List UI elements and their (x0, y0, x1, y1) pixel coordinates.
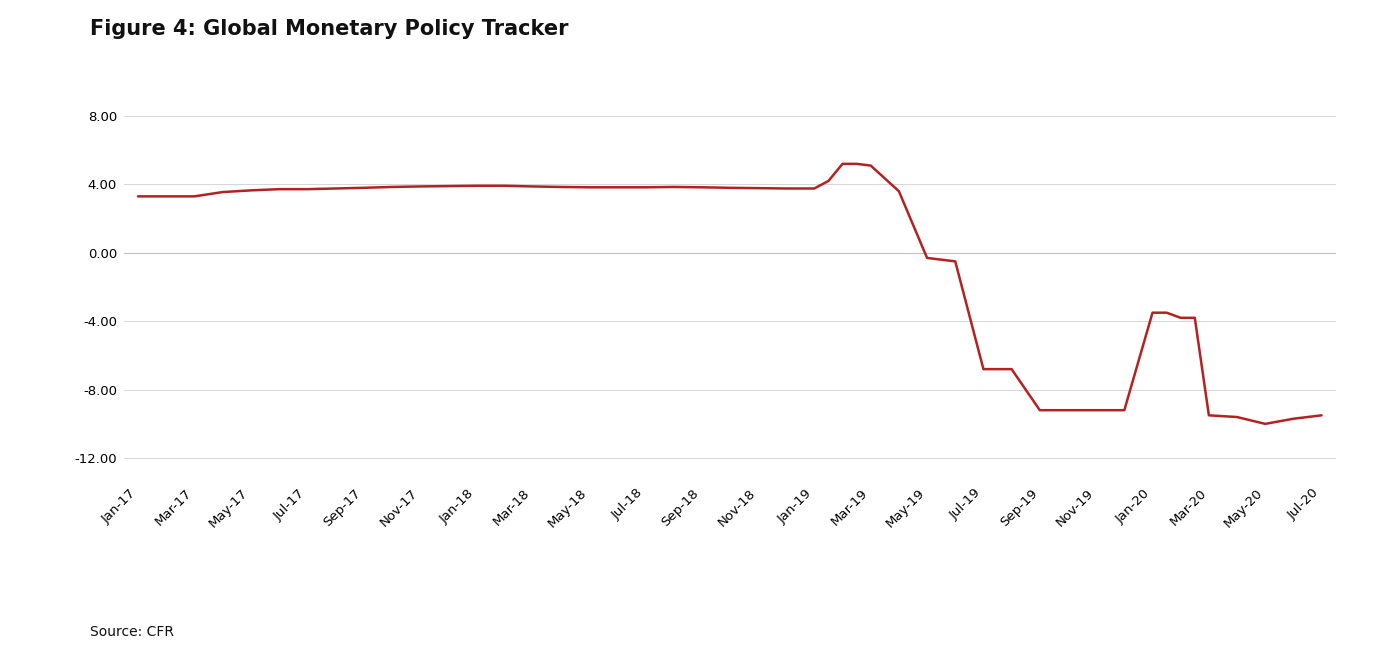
Text: Source: CFR: Source: CFR (90, 624, 174, 639)
Text: Figure 4: Global Monetary Policy Tracker: Figure 4: Global Monetary Policy Tracker (90, 19, 567, 39)
